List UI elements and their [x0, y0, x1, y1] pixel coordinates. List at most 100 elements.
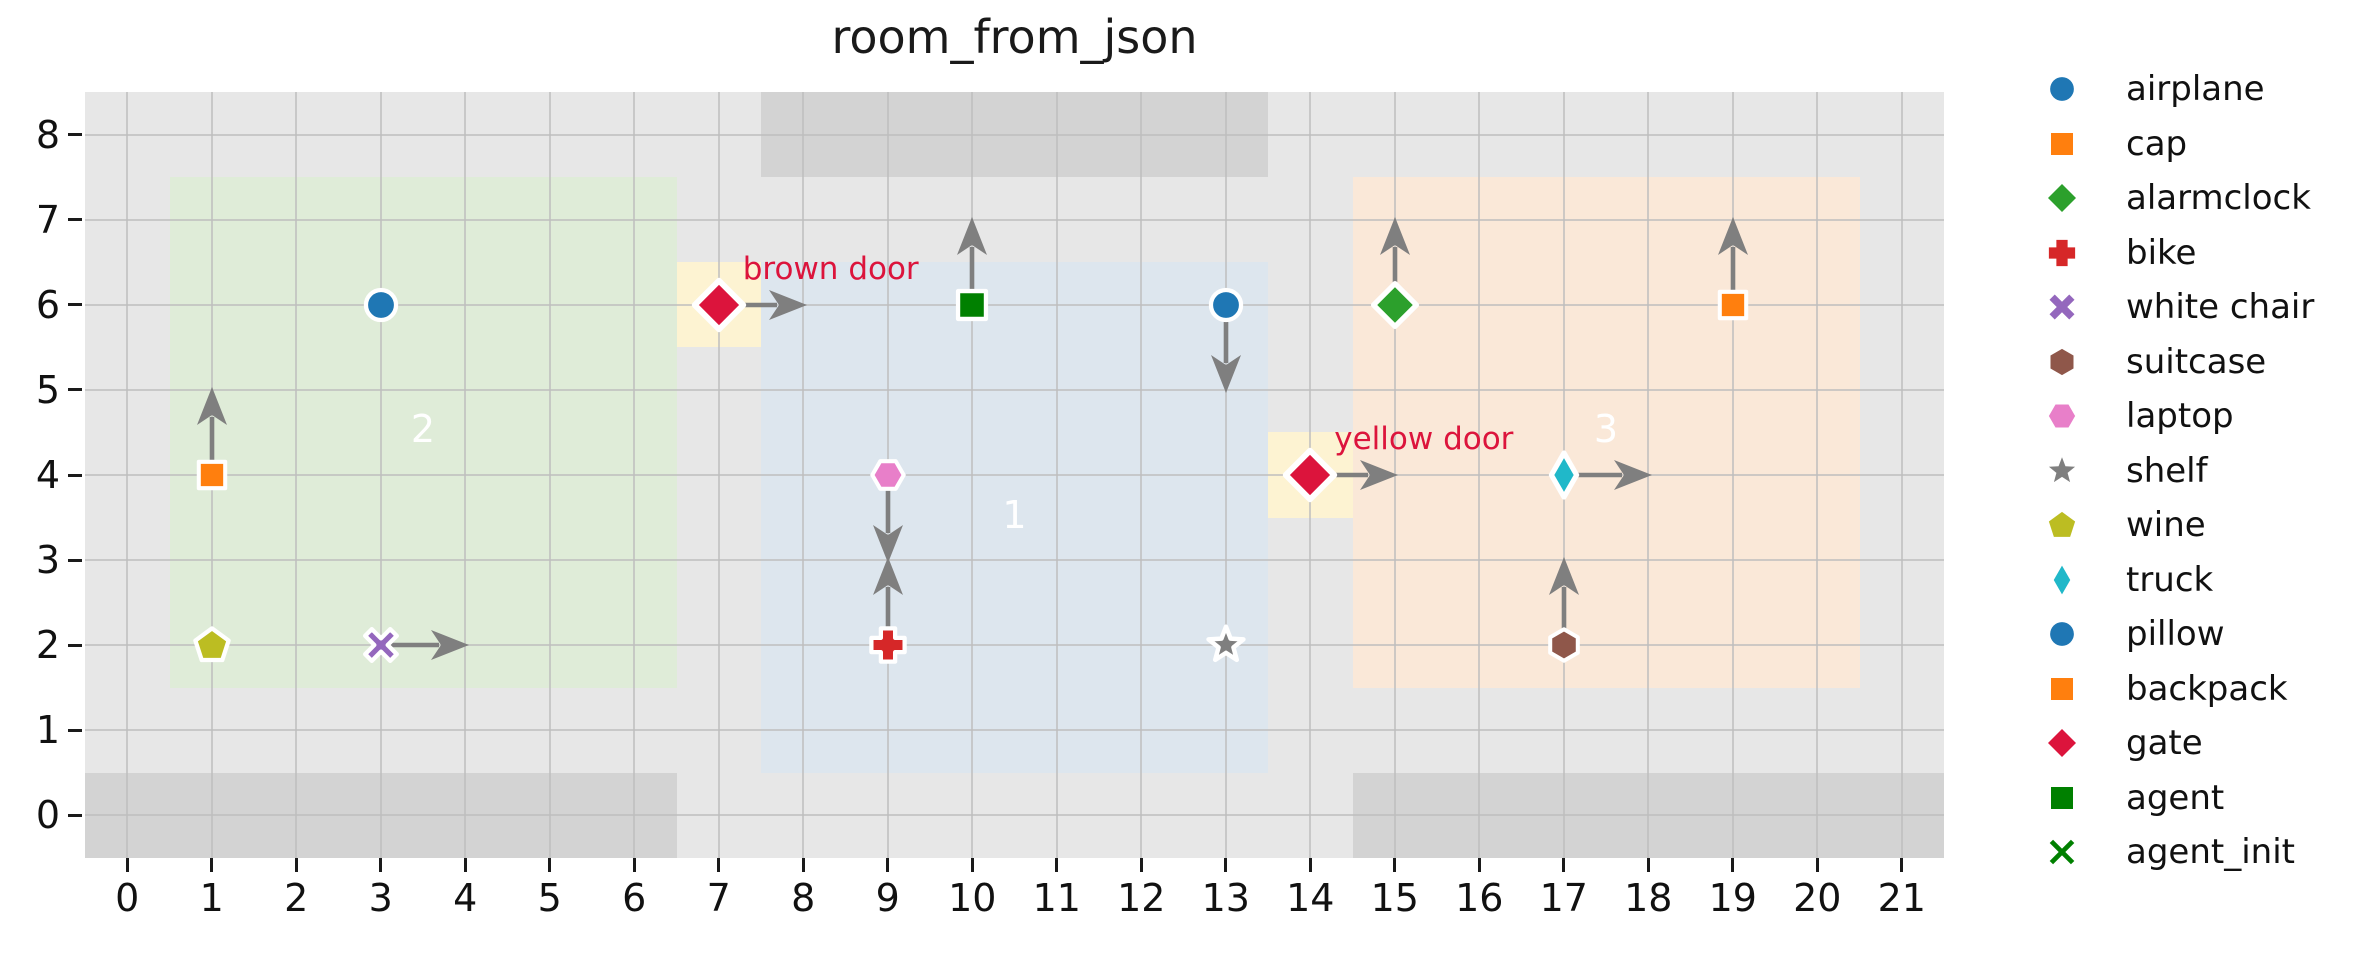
x-legend-icon: [2030, 292, 2094, 322]
wine-marker: [192, 626, 231, 664]
x-tick-5: [548, 858, 552, 872]
hexagon-flat-legend-icon: [2030, 401, 2094, 431]
x-tick-18: [1646, 858, 1650, 872]
shelf-marker: [1206, 624, 1246, 665]
x-tick-11: [1055, 858, 1059, 872]
gridline-y6: [85, 303, 1944, 306]
y-ticklabel-4: 4: [35, 453, 60, 497]
gridline-y1: [85, 729, 1944, 732]
white-chair-arrow-right: [379, 627, 471, 663]
y-ticklabel-1: 1: [35, 708, 60, 753]
x-tick-21: [1900, 858, 1904, 872]
x-ticklabel-3: 3: [368, 876, 393, 920]
cap-marker: [194, 457, 230, 493]
x-tick-13: [1224, 858, 1228, 872]
legend-item-airplane: airplane: [2030, 62, 2265, 116]
plus-legend-icon: [2030, 238, 2094, 268]
legend-label: truck: [2126, 559, 2214, 600]
legend-item-bike: bike: [2030, 226, 2196, 280]
pillow-marker: [362, 286, 400, 324]
x-ticklabel-15: 15: [1370, 876, 1419, 920]
legend-item-agent_init: agent_init: [2030, 825, 2295, 879]
x-tick-15: [1393, 858, 1397, 872]
y-tick-2: [68, 643, 82, 647]
x-line-legend-icon: [2030, 837, 2094, 867]
x-ticklabel-2: 2: [284, 876, 309, 920]
x-ticklabel-20: 20: [1793, 876, 1842, 920]
x-tick-1: [210, 858, 214, 872]
x-ticklabel-4: 4: [453, 876, 478, 920]
gridline-y4: [85, 474, 1944, 476]
x-ticklabel-12: 12: [1117, 876, 1166, 920]
y-ticklabel-0: 0: [35, 793, 60, 838]
agent-marker: [953, 286, 991, 324]
legend-item-backpack: backpack: [2030, 662, 2288, 716]
gridline-y3: [85, 559, 1944, 562]
room-2-label: 2: [410, 407, 436, 452]
x-tick-3: [379, 858, 383, 872]
legend-item-laptop: laptop: [2030, 389, 2234, 443]
y-tick-1: [68, 728, 82, 732]
legend-label: cap: [2126, 123, 2188, 164]
y-tick-8: [68, 133, 82, 137]
circle-legend-icon: [2030, 619, 2094, 649]
room-1-fill: [761, 262, 1268, 773]
airplane-marker: [1207, 286, 1245, 324]
yellow-door-label: yellow door: [1334, 421, 1514, 457]
x-tick-7: [717, 858, 721, 872]
x-tick-17: [1562, 858, 1566, 872]
legend-label: bike: [2126, 232, 2197, 273]
square-legend-icon: [2030, 129, 2094, 159]
x-ticklabel-8: 8: [791, 876, 816, 920]
legend-item-cap: cap: [2030, 117, 2187, 171]
x-tick-20: [1815, 858, 1819, 872]
x-tick-6: [632, 858, 636, 872]
legend-label: alarmclock: [2126, 178, 2311, 218]
x-ticklabel-18: 18: [1624, 876, 1673, 920]
x-ticklabel-21: 21: [1877, 876, 1926, 920]
x-tick-2: [294, 858, 298, 872]
x-tick-14: [1308, 858, 1312, 872]
legend-item-alarmclock: alarmclock: [2030, 171, 2311, 225]
x-tick-19: [1731, 858, 1735, 872]
legend-label: agent: [2126, 777, 2225, 818]
x-ticklabel-11: 11: [1032, 876, 1081, 920]
x-tick-12: [1139, 858, 1143, 872]
gridline-y5: [85, 388, 1944, 391]
legend-item-truck: truck: [2030, 553, 2213, 607]
plot-area: 2 1 3 brown door yellow door: [85, 92, 1944, 858]
legend-label: gate: [2126, 723, 2203, 763]
x-ticklabel-10: 10: [948, 876, 997, 920]
diamond-legend-icon: [2030, 728, 2094, 758]
gridline-y8: [85, 133, 1944, 136]
x-ticklabel-17: 17: [1539, 876, 1588, 920]
y-ticklabel-8: 8: [35, 112, 60, 157]
legend-item-agent: agent: [2030, 771, 2224, 825]
gridline-y7: [85, 218, 1944, 221]
y-ticklabel-6: 6: [35, 282, 60, 327]
legend-item-pillow: pillow: [2030, 607, 2225, 661]
room-3-fill: [1352, 177, 1860, 688]
x-ticklabel-5: 5: [537, 876, 562, 920]
legend: airplane cap alarmclock bike white chair suit…: [2030, 60, 2374, 920]
legend-label: wine: [2126, 505, 2206, 545]
x-ticklabel-6: 6: [622, 876, 647, 920]
legend-label: white chair: [2126, 287, 2315, 327]
y-ticklabel-5: 5: [35, 367, 60, 412]
y-tick-0: [68, 813, 82, 817]
x-tick-16: [1477, 858, 1481, 872]
x-tick-4: [463, 858, 467, 872]
hexagon-point-legend-icon: [2030, 347, 2094, 377]
legend-label: laptop: [2126, 396, 2234, 436]
legend-label: backpack: [2126, 668, 2288, 709]
x-ticklabel-13: 13: [1201, 876, 1250, 920]
legend-item-gate: gate: [2030, 716, 2203, 770]
x-ticklabel-19: 19: [1708, 876, 1757, 920]
x-ticklabel-9: 9: [875, 876, 900, 920]
laptop-marker: [869, 457, 906, 493]
room-2-fill: [169, 177, 677, 688]
x-tick-9: [886, 858, 890, 872]
legend-label: airplane: [2126, 69, 2265, 109]
gridline-y0: [85, 814, 1944, 817]
alarmclock-marker: [1370, 280, 1419, 329]
